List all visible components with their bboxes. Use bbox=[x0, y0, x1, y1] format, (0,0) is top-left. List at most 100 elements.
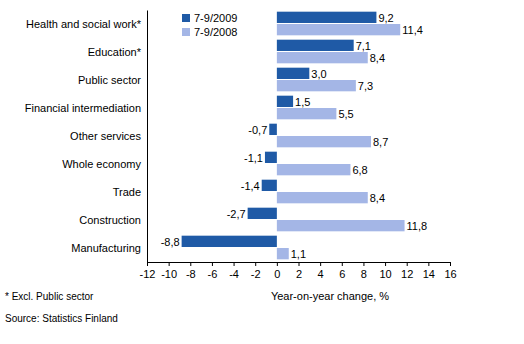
legend-label: 7-9/2008 bbox=[194, 26, 237, 38]
bar bbox=[262, 180, 277, 191]
data-label: 9,2 bbox=[378, 12, 393, 24]
data-labels: 9,27,13,01,5-0,7-1,1-1,4-2,7-8,811,48,47… bbox=[161, 12, 427, 260]
x-tick: -2 bbox=[251, 262, 261, 280]
bar bbox=[277, 12, 377, 23]
bar bbox=[277, 68, 309, 79]
x-tick-label: 2 bbox=[296, 268, 302, 280]
y-tick: Construction bbox=[79, 214, 141, 226]
data-label: 1,1 bbox=[291, 248, 306, 260]
bar bbox=[248, 208, 277, 219]
x-tick-mark bbox=[169, 262, 170, 266]
y-axis: Health and social work* Education* Public … bbox=[25, 11, 148, 263]
bars bbox=[182, 12, 405, 260]
x-tick: 14 bbox=[423, 262, 435, 280]
x-tick-mark bbox=[212, 262, 213, 266]
x-tick-mark bbox=[147, 262, 148, 266]
x-tick-label: -8 bbox=[186, 268, 196, 280]
bar bbox=[277, 80, 356, 91]
data-label: 8,4 bbox=[370, 52, 385, 64]
bar bbox=[265, 152, 277, 163]
data-label: -0,7 bbox=[248, 124, 267, 136]
x-tick: 8 bbox=[361, 262, 367, 280]
x-tick-mark bbox=[320, 262, 321, 266]
data-label: 8,7 bbox=[373, 136, 388, 148]
legend-item: 7-9/2009 bbox=[182, 12, 237, 24]
x-axis: -12 -10 -8 -6 -4 -2 0 2 4 6 8 10 12 14 16 bbox=[140, 262, 457, 280]
x-tick: 10 bbox=[379, 262, 391, 280]
y-tick: Financial intermediation bbox=[25, 102, 141, 114]
data-label: -2,7 bbox=[227, 208, 246, 220]
x-tick-label: 4 bbox=[318, 268, 324, 280]
category-label: Construction bbox=[79, 214, 141, 226]
legend-label: 7-9/2009 bbox=[194, 12, 237, 24]
data-label: 7,3 bbox=[358, 80, 373, 92]
x-tick-label: 12 bbox=[401, 268, 413, 280]
bar bbox=[277, 136, 371, 147]
x-tick-mark bbox=[277, 262, 278, 266]
x-tick-mark bbox=[190, 262, 191, 266]
chart: -12 -10 -8 -6 -4 -2 0 2 4 6 8 10 12 14 16 Health and so… bbox=[0, 0, 524, 344]
category-label: Other services bbox=[70, 130, 141, 142]
y-tick: Public sector bbox=[78, 74, 141, 86]
x-tick-mark bbox=[363, 262, 364, 266]
bar bbox=[277, 108, 337, 119]
x-tick-label: -10 bbox=[161, 268, 177, 280]
data-label: 11,4 bbox=[402, 24, 423, 36]
bar bbox=[277, 24, 400, 35]
x-tick: 2 bbox=[296, 262, 302, 280]
x-tick-mark bbox=[450, 262, 451, 266]
x-tick: 6 bbox=[339, 262, 345, 280]
x-tick-label: 16 bbox=[444, 268, 456, 280]
x-tick: -10 bbox=[161, 262, 177, 280]
x-tick: 4 bbox=[318, 262, 324, 280]
x-tick: -4 bbox=[229, 262, 239, 280]
data-label: 1,5 bbox=[295, 96, 310, 108]
x-tick-mark bbox=[407, 262, 408, 266]
data-label: 11,8 bbox=[407, 220, 428, 232]
x-tick: 16 bbox=[444, 262, 456, 280]
x-tick-mark bbox=[299, 262, 300, 266]
bar bbox=[277, 248, 289, 259]
bar bbox=[277, 40, 354, 51]
category-label: Health and social work* bbox=[26, 18, 142, 30]
x-tick-label: 8 bbox=[361, 268, 367, 280]
x-tick-mark bbox=[342, 262, 343, 266]
legend-swatch bbox=[182, 28, 190, 36]
annotation: * Excl. Public sector bbox=[5, 291, 94, 302]
data-label: 8,4 bbox=[370, 192, 385, 204]
x-tick: -8 bbox=[186, 262, 196, 280]
category-label: Financial intermediation bbox=[25, 102, 141, 114]
data-label: 7,1 bbox=[356, 40, 371, 52]
x-tick-label: -4 bbox=[229, 268, 239, 280]
bar bbox=[277, 192, 368, 203]
y-tick: Education* bbox=[88, 46, 142, 58]
category-label: Public sector bbox=[78, 74, 141, 86]
bar bbox=[277, 52, 368, 63]
y-tick: Health and social work* bbox=[26, 18, 142, 30]
y-axis-line bbox=[147, 11, 148, 263]
y-tick: Other services bbox=[70, 130, 141, 142]
legend: 7-9/2009 7-9/2008 bbox=[182, 12, 237, 38]
bar bbox=[182, 236, 277, 247]
category-label: Whole economy bbox=[62, 158, 141, 170]
x-tick: 0 bbox=[274, 262, 280, 280]
x-tick-label: 6 bbox=[339, 268, 345, 280]
x-tick-label: 14 bbox=[423, 268, 435, 280]
x-tick-mark bbox=[234, 262, 235, 266]
legend-swatch bbox=[182, 14, 190, 22]
x-tick-mark bbox=[255, 262, 256, 266]
data-label: -1,4 bbox=[241, 180, 260, 192]
data-label: 5,5 bbox=[338, 108, 353, 120]
x-tick: -6 bbox=[208, 262, 218, 280]
y-tick: Trade bbox=[113, 186, 141, 198]
bar bbox=[277, 96, 293, 107]
annotation: Source: Statistics Finland bbox=[5, 313, 118, 324]
x-tick: -12 bbox=[140, 262, 156, 280]
x-tick-label: -6 bbox=[208, 268, 218, 280]
y-tick: Manufacturing bbox=[71, 242, 141, 254]
x-axis-title: Year-on-year change, % bbox=[271, 290, 389, 302]
x-tick-label: 0 bbox=[274, 268, 280, 280]
data-label: 6,8 bbox=[352, 164, 367, 176]
bar bbox=[277, 164, 351, 175]
bar bbox=[269, 124, 277, 135]
